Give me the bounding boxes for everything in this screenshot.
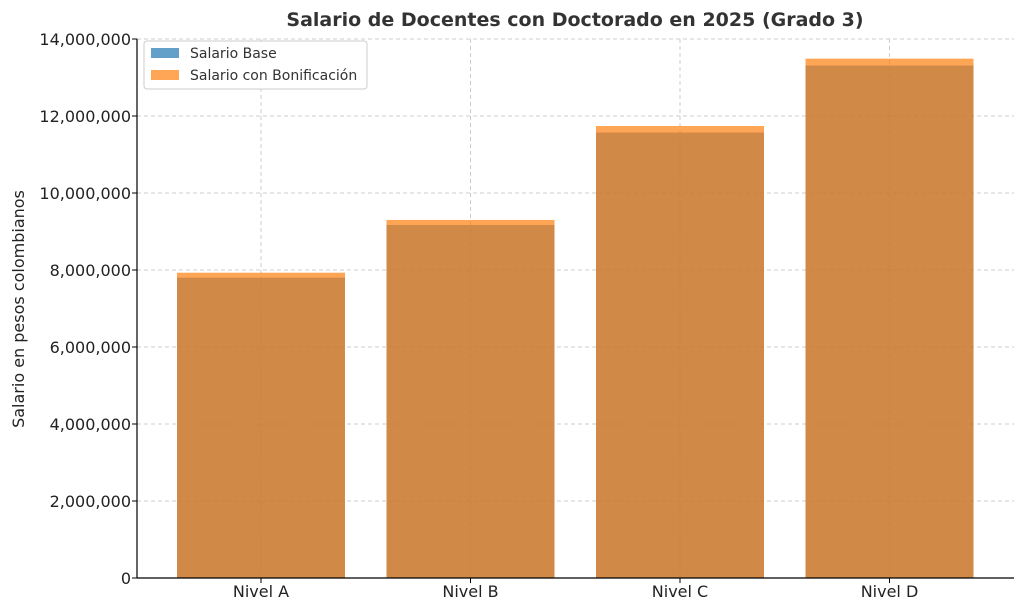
axes-layer (136, 39, 1014, 579)
legend-box (143, 40, 368, 90)
legend-swatch (151, 70, 179, 80)
legend-label: Salario con Bonificación (190, 68, 357, 84)
chart-title: Salario de Docentes con Doctorado en 202… (286, 9, 863, 31)
y-tick-label: 14,000,000 (39, 30, 131, 49)
x-tick-label: Nivel A (233, 582, 289, 601)
bar-bonus-1 (177, 272, 345, 578)
bar-bonus-2 (386, 219, 555, 578)
y-tick-label: 10,000,000 (39, 184, 131, 203)
x-tick-label: Nivel D (861, 582, 919, 601)
y-tick-label: 8,000,000 (50, 261, 131, 280)
bar-bonus-4 (805, 58, 974, 578)
x-tick-label: Nivel C (652, 582, 708, 601)
y-tick-label: 0 (121, 569, 131, 588)
y-tick-labels: 0 2,000,000 4,000,000 6,000,000 8,000,000 10,… (39, 30, 137, 588)
x-tick-labels: Nivel A Nivel B Nivel C Nivel D (233, 578, 918, 601)
legend-label: Salario Base (190, 46, 277, 62)
y-tick-label: 12,000,000 (39, 107, 131, 126)
legend: Salario Base Salario con Bonificación (143, 40, 368, 90)
legend-swatch (151, 48, 179, 58)
x-tick-label: Nivel B (442, 582, 498, 601)
y-tick-label: 4,000,000 (50, 415, 131, 434)
y-tick-label: 6,000,000 (50, 338, 131, 357)
y-axis-label: Salario en pesos colombianos (9, 190, 28, 428)
y-tick-label: 2,000,000 (50, 492, 131, 511)
bar-bonus-3 (596, 126, 764, 578)
bars-layer (177, 58, 974, 578)
